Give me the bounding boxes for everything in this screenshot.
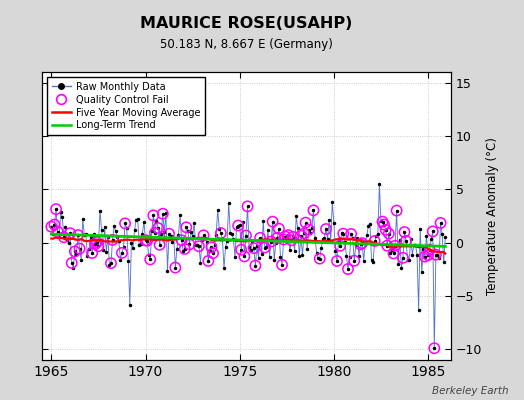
Point [336, 242, 344, 249]
Point [356, 241, 365, 248]
Legend: Raw Monthly Data, Quality Control Fail, Five Year Moving Average, Long-Term Tren: Raw Monthly Data, Quality Control Fail, … [47, 77, 205, 135]
Point [301, 220, 310, 226]
Point [165, 230, 173, 237]
Point [278, 262, 286, 268]
Point [249, 245, 258, 252]
Point [425, 247, 434, 253]
Point [339, 230, 347, 237]
Point [378, 218, 387, 225]
Point [149, 212, 158, 219]
Point [47, 224, 56, 230]
Point [181, 246, 189, 252]
Point [309, 207, 318, 214]
Point [66, 230, 74, 236]
Point [358, 240, 366, 246]
Point [204, 258, 213, 264]
Point [402, 238, 410, 244]
Point [240, 253, 248, 260]
Point [399, 255, 407, 261]
Point [185, 241, 194, 248]
Point [151, 230, 159, 236]
Y-axis label: Temperature Anomaly (°C): Temperature Anomaly (°C) [486, 137, 499, 295]
Point [432, 252, 440, 258]
Point [333, 258, 341, 264]
Point [400, 229, 409, 235]
Text: Berkeley Earth: Berkeley Earth [432, 386, 508, 396]
Point [50, 222, 59, 228]
Point [430, 345, 439, 352]
Point [121, 220, 129, 226]
Point [267, 238, 275, 245]
Point [53, 228, 62, 235]
Point [260, 244, 269, 251]
Point [304, 226, 313, 233]
Point [68, 260, 76, 266]
Point [88, 250, 96, 256]
Point [383, 242, 391, 249]
Point [234, 222, 242, 229]
Point [251, 262, 259, 269]
Point [75, 246, 84, 252]
Point [421, 253, 429, 260]
Point [52, 206, 60, 212]
Point [322, 226, 330, 232]
Point [141, 237, 150, 244]
Text: MAURICE ROSE(USAHP): MAURICE ROSE(USAHP) [140, 16, 353, 31]
Point [424, 252, 432, 258]
Point [380, 221, 388, 228]
Point [195, 243, 203, 250]
Point [300, 230, 308, 237]
Point [107, 260, 115, 266]
Point [350, 258, 358, 264]
Point [436, 220, 445, 226]
Point [208, 244, 216, 250]
Point [74, 232, 82, 238]
Point [93, 239, 101, 245]
Point [289, 234, 297, 240]
Point [91, 241, 100, 247]
Point [237, 246, 245, 253]
Point [392, 207, 401, 214]
Point [216, 230, 225, 236]
Point [200, 232, 208, 238]
Point [243, 203, 252, 210]
Point [154, 225, 162, 231]
Point [279, 236, 288, 243]
Point [171, 264, 180, 271]
Point [178, 237, 186, 244]
Point [391, 242, 399, 249]
Point [159, 210, 167, 217]
Point [275, 226, 283, 232]
Point [108, 237, 117, 243]
Point [389, 250, 398, 257]
Point [60, 234, 68, 240]
Point [315, 256, 324, 262]
Point [71, 248, 79, 255]
Point [385, 230, 393, 237]
Point [287, 237, 296, 244]
Point [284, 232, 292, 238]
Point [209, 250, 217, 256]
Point [344, 266, 352, 272]
Point [429, 228, 437, 235]
Point [281, 233, 289, 240]
Point [118, 250, 126, 256]
Point [156, 242, 164, 248]
Point [242, 232, 250, 239]
Point [146, 256, 155, 263]
Point [94, 243, 103, 250]
Point [273, 234, 281, 241]
Point [381, 227, 390, 233]
Text: 50.183 N, 8.667 E (Germany): 50.183 N, 8.667 E (Germany) [160, 38, 333, 51]
Point [370, 238, 379, 244]
Point [347, 231, 355, 237]
Point [268, 218, 277, 225]
Point [143, 238, 151, 244]
Point [182, 224, 191, 230]
Point [297, 232, 305, 239]
Point [256, 235, 264, 241]
